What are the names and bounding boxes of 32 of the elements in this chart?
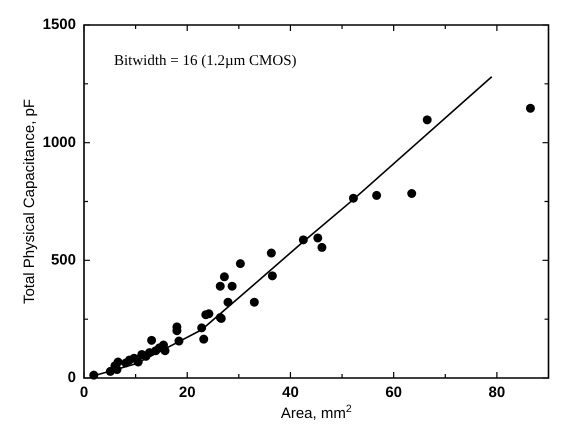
x-tick-label: 0 — [80, 384, 88, 402]
y-axis-title: Total Physical Capacitance, pF — [21, 98, 38, 304]
point — [266, 248, 276, 258]
point — [348, 194, 358, 203]
y-tick-label: 1500 — [42, 16, 76, 34]
point — [268, 271, 277, 280]
point — [216, 282, 225, 291]
point — [223, 298, 232, 307]
x-tick-label: 40 — [282, 384, 299, 402]
point — [174, 336, 184, 346]
point — [317, 242, 326, 252]
x-tick-label: 60 — [385, 384, 402, 402]
point — [228, 282, 237, 291]
point — [199, 334, 208, 344]
x-tick-label: 20 — [178, 384, 196, 402]
point — [220, 272, 229, 282]
point — [313, 233, 322, 242]
x-tick-label: 80 — [488, 384, 506, 402]
y-tick-label: 1000 — [42, 134, 76, 151]
point — [134, 358, 143, 366]
point — [372, 190, 382, 200]
point — [422, 115, 432, 124]
point — [236, 259, 245, 268]
point — [147, 336, 156, 345]
point — [526, 104, 535, 113]
annotation: Bitwidth = 16 (1.2µm CMOS) — [114, 53, 297, 69]
point — [407, 189, 416, 198]
point — [250, 298, 259, 307]
y-tick-label: 0 — [68, 369, 76, 386]
point — [298, 235, 308, 244]
point — [197, 323, 206, 332]
y-tick-label: 500 — [50, 251, 76, 268]
